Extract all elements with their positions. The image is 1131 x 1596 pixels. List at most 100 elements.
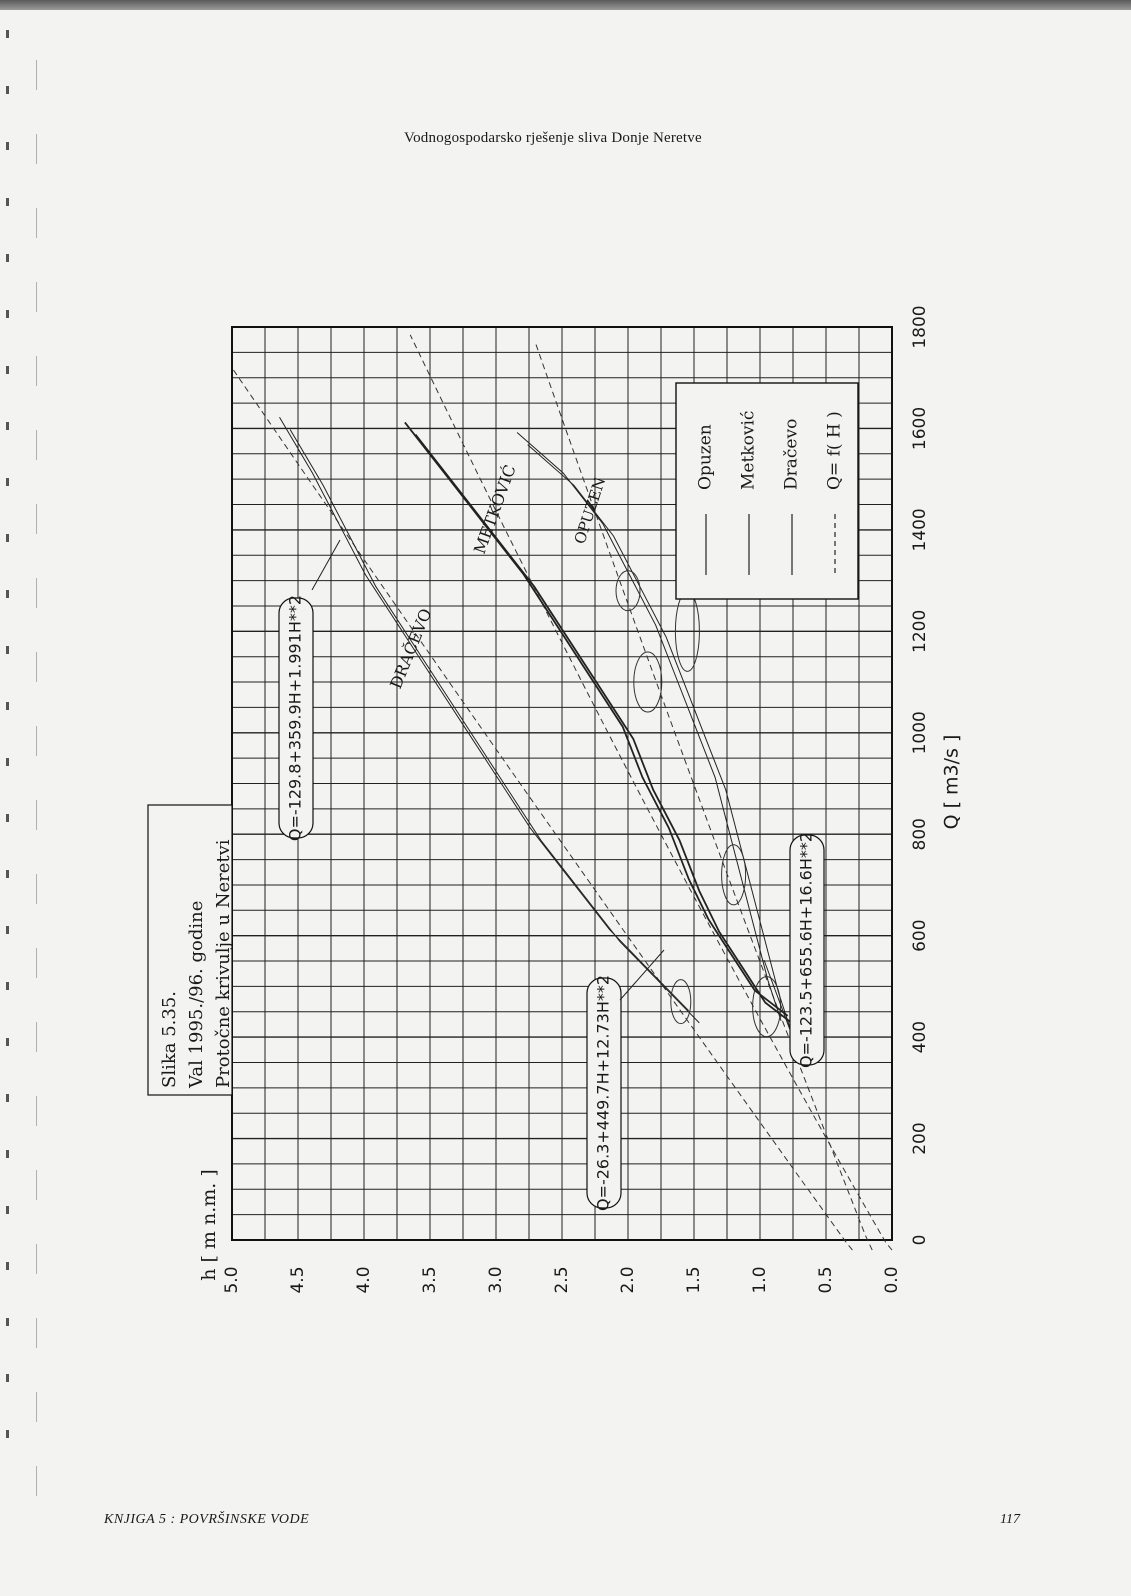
y-axis-title: h [ m n.m. ]	[198, 1169, 220, 1281]
caption-box	[147, 804, 233, 1096]
binding-mark	[36, 1466, 37, 1496]
equation-label: Q=-26.3+449.7H+12.73H**2	[594, 975, 613, 1211]
binding-hole	[6, 198, 9, 206]
fitted-curve	[231, 367, 853, 1251]
y-tick-label: 2.5	[552, 1266, 572, 1293]
binding-hole	[6, 1318, 9, 1326]
y-tick-label: 4.5	[288, 1266, 308, 1293]
binding-mark	[36, 504, 37, 534]
binding-hole	[6, 534, 9, 542]
binding-hole	[6, 814, 9, 822]
x-tick-label: 0	[910, 1235, 930, 1246]
equation-box	[278, 597, 314, 839]
y-tick-label: 3.0	[486, 1266, 506, 1293]
legend-label: Dračevo	[782, 419, 802, 490]
binding-mark	[36, 1096, 37, 1126]
series-line	[516, 432, 782, 1022]
y-tick-label: 1.5	[684, 1266, 704, 1293]
x-tick-label: 1000	[910, 711, 930, 754]
binding-hole	[6, 1262, 9, 1270]
series-line	[289, 429, 700, 1024]
x-tick-label: 600	[910, 919, 930, 951]
x-tick-label: 1600	[910, 407, 930, 450]
hysteresis-loop	[615, 570, 641, 612]
equation-box	[586, 977, 622, 1209]
binding-hole	[6, 30, 9, 38]
top-edge-rule	[0, 0, 1131, 10]
binding-mark	[36, 1244, 37, 1274]
binding-mark	[36, 208, 37, 238]
x-tick-label: 400	[910, 1021, 930, 1053]
plot-frame	[231, 326, 893, 1241]
binding-mark	[36, 134, 37, 164]
running-head: Vodnogospodarsko rješenje sliva Donje Ne…	[404, 130, 702, 146]
binding-mark	[36, 948, 37, 978]
y-tick-label: 3.5	[420, 1266, 440, 1293]
binding-mark	[36, 874, 37, 904]
binding-mark	[36, 1022, 37, 1052]
footer-book-title: KNJIGA 5 : POVRŠINSKE VODE	[104, 1512, 310, 1527]
caption-line: Val 1995./96. godine	[186, 901, 207, 1089]
y-tick-label: 1.0	[750, 1266, 770, 1293]
series-line	[527, 444, 793, 1034]
binding-mark	[36, 1170, 37, 1200]
binding-hole	[6, 310, 9, 318]
curve-label-dracevo: DRAČEVO	[385, 605, 435, 691]
binding-hole	[6, 1150, 9, 1158]
binding-mark	[36, 1392, 37, 1422]
caption-line: Protočne krivulje u Neretvi	[213, 839, 234, 1088]
binding-hole	[6, 1206, 9, 1214]
binding-hole	[6, 366, 9, 374]
binding-hole	[6, 590, 9, 598]
caption-line: Slika 5.35.	[159, 991, 180, 1088]
binding-hole	[6, 926, 9, 934]
binding-hole	[6, 646, 9, 654]
fitted-curve	[409, 334, 893, 1251]
fitted-curve	[535, 343, 873, 1251]
binding-mark	[36, 356, 37, 386]
binding-mark	[36, 726, 37, 756]
binding-hole	[6, 478, 9, 486]
x-tick-label: 1400	[910, 508, 930, 551]
binding-mark	[36, 652, 37, 682]
x-axis-title: Q [ m3/s ]	[941, 735, 963, 830]
y-tick-label: 5.0	[222, 1266, 242, 1293]
binding-mark	[36, 282, 37, 312]
equation-label: Q=-123.5+655.6H+16.6H**2	[797, 832, 816, 1068]
binding-hole	[6, 1094, 9, 1102]
series-line	[279, 417, 690, 1012]
x-tick-label: 1200	[910, 610, 930, 653]
binding-mark	[36, 800, 37, 830]
binding-hole	[6, 254, 9, 262]
binding-hole	[6, 1374, 9, 1382]
binding-hole	[6, 422, 9, 430]
binding-mark	[36, 60, 37, 90]
hysteresis-loop	[721, 844, 747, 906]
binding-hole	[6, 870, 9, 878]
binding-hole	[6, 702, 9, 710]
binding-hole	[6, 758, 9, 766]
page-number: 117	[1000, 1512, 1020, 1527]
equation-leader	[619, 949, 665, 1001]
binding-hole	[6, 86, 9, 94]
legend-label: Opuzen	[696, 424, 716, 490]
binding-hole	[6, 982, 9, 990]
equation-label: Q=-129.8+359.9H+1.991H**2	[286, 595, 305, 841]
y-tick-label: 0.0	[882, 1266, 902, 1293]
y-tick-label: 2.0	[618, 1266, 638, 1293]
y-tick-label: 4.0	[354, 1266, 374, 1293]
equation-box	[789, 834, 825, 1066]
binding-mark	[36, 430, 37, 460]
binding-mark	[36, 1318, 37, 1348]
binding-mark	[36, 578, 37, 608]
binding-hole	[6, 1038, 9, 1046]
x-tick-label: 1800	[910, 305, 930, 348]
equation-leader	[763, 959, 791, 1031]
hysteresis-loop	[670, 979, 692, 1025]
hysteresis-loop	[633, 651, 663, 713]
x-tick-label: 800	[910, 818, 930, 850]
x-tick-label: 200	[910, 1122, 930, 1154]
legend-label: Metković	[739, 411, 759, 490]
binding-hole	[6, 1430, 9, 1438]
